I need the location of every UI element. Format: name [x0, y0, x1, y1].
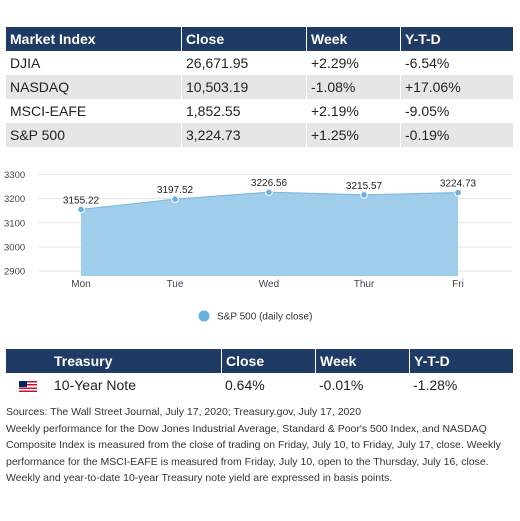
- index-week: +1.25%: [306, 123, 400, 147]
- x-tick-label: Tue: [167, 279, 184, 290]
- header-treasury: Treasury: [50, 349, 221, 373]
- index-ytd: +17.06%: [400, 75, 513, 99]
- header-ytd: Y-T-D: [400, 27, 513, 51]
- treasury-ytd: -1.28%: [413, 377, 458, 393]
- data-point: [265, 188, 273, 196]
- index-week: +2.19%: [306, 99, 400, 123]
- header-flag-spacer: [6, 349, 50, 373]
- data-label: 3215.57: [346, 181, 383, 192]
- data-label: 3224.73: [440, 179, 477, 190]
- index-name: MSCI-EAFE: [10, 103, 87, 119]
- treasury-header-row: Treasury Close Week Y-T-D: [6, 349, 513, 373]
- data-point: [171, 195, 179, 204]
- table-row: 10-Year Note 0.64% -0.01% -1.28%: [6, 373, 513, 397]
- header-market-index: Market Index: [6, 27, 181, 51]
- y-tick-label: 3200: [4, 194, 25, 205]
- index-name: S&P 500: [6, 123, 181, 147]
- treasury-close: 0.64%: [225, 377, 265, 393]
- data-label: 3226.56: [251, 178, 288, 189]
- x-tick-label: Thur: [354, 279, 375, 290]
- index-ytd: -6.54%: [400, 51, 513, 75]
- index-name: NASDAQ: [6, 75, 181, 99]
- flag-cell: [6, 373, 50, 397]
- x-tick-label: Mon: [71, 279, 90, 290]
- header-week: Week: [315, 349, 409, 373]
- series-area: [81, 192, 458, 276]
- market-table-header-row: Market Index Close Week Y-T-D: [6, 27, 513, 51]
- index-ytd: -9.05%: [400, 99, 513, 123]
- y-tick-label: 3100: [4, 218, 25, 229]
- index-close: 1,852.55: [181, 99, 306, 123]
- data-point: [360, 191, 368, 199]
- sp500-daily-chart: 2900 3000 3100 3200 3300 3155.22 Mon 3197.52 Tue…: [0, 168, 520, 328]
- header-ytd: Y-T-D: [409, 349, 513, 373]
- table-row: S&P 500 3,224.73 +1.25% -0.19%: [6, 123, 513, 147]
- legend-label: S&P 500 (daily close): [217, 312, 312, 323]
- data-point: [454, 188, 462, 197]
- table-row: DJIA 26,671.95 +2.29% -6.54%: [6, 51, 513, 75]
- header-close: Close: [181, 27, 306, 51]
- legend-marker: [198, 310, 210, 322]
- index-close: 26,671.95: [181, 51, 306, 75]
- data-point: [77, 205, 85, 214]
- footnote-sources: Sources: The Wall Street Journal, July 1…: [6, 406, 362, 418]
- market-index-table: Market Index Close Week Y-T-D DJIA 26,67…: [6, 27, 513, 147]
- chart-svg: 2900 3000 3100 3200 3300 3155.22 Mon 3197.52 Tue…: [4, 170, 512, 323]
- y-tick-label: 3300: [4, 170, 25, 181]
- index-name: DJIA: [10, 55, 41, 71]
- table-row: NASDAQ 10,503.19 -1.08% +17.06%: [6, 75, 513, 99]
- y-tick-label: 3000: [4, 242, 25, 253]
- x-tick-label: Wed: [259, 279, 279, 290]
- index-close: 3,224.73: [181, 123, 306, 147]
- header-close: Close: [221, 349, 315, 373]
- treasury-table: Treasury Close Week Y-T-D 10-Year Note 0…: [6, 349, 513, 397]
- index-ytd: -0.19%: [400, 123, 513, 147]
- y-tick-label: 2900: [4, 267, 25, 278]
- index-close: 10,503.19: [181, 75, 306, 99]
- header-week: Week: [306, 27, 400, 51]
- data-label: 3155.22: [63, 195, 100, 206]
- index-week: -1.08%: [306, 75, 400, 99]
- us-flag-icon: [19, 380, 37, 392]
- table-row: MSCI-EAFE 1,852.55 +2.19% -9.05%: [6, 99, 513, 123]
- x-tick-label: Fri: [452, 279, 464, 290]
- index-week: +2.29%: [306, 51, 400, 75]
- data-label: 3197.52: [157, 185, 194, 196]
- treasury-week: -0.01%: [319, 377, 364, 393]
- footnote-methodology: Weekly performance for the Dow Jones Ind…: [6, 422, 501, 485]
- treasury-name: 10-Year Note: [54, 377, 136, 393]
- footnote: Sources: The Wall Street Journal, July 1…: [6, 404, 512, 487]
